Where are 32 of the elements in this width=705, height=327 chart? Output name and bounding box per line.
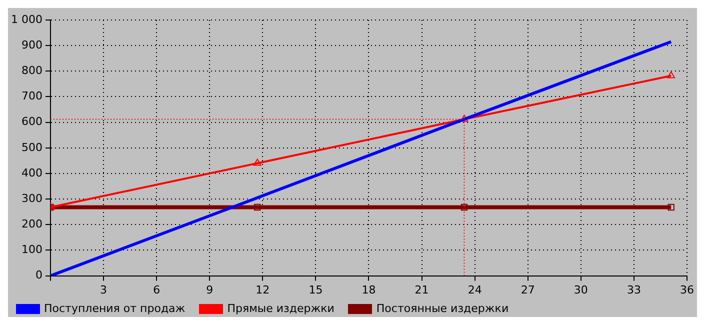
y-tick-label: 700	[21, 90, 42, 103]
point	[667, 71, 676, 78]
x-tick-label: 33	[626, 283, 641, 296]
x-tick-label: 15	[308, 283, 323, 296]
x-tick-label: 3	[100, 283, 108, 296]
point	[254, 204, 261, 211]
y-tick-label: 200	[21, 218, 42, 230]
y-tick-label: 600	[21, 115, 42, 128]
y-tick-label: 800	[21, 64, 42, 78]
y-tick-label: 100	[21, 243, 42, 256]
point	[668, 204, 674, 211]
point	[253, 158, 262, 166]
x-tick-label: 18	[362, 283, 376, 296]
x-tick-label: 12	[256, 283, 270, 296]
point	[460, 114, 468, 122]
x-tick-label: 6	[153, 283, 160, 296]
point	[460, 204, 468, 211]
y-tick-label: 0	[35, 268, 42, 282]
y-tick-label: 1 000	[10, 12, 42, 26]
legend-label: Прямые издержки	[227, 302, 334, 315]
x-tick-label: 36	[680, 283, 694, 296]
y-tick-label: 500	[21, 140, 42, 154]
legend-label: Постоянные издержки	[376, 302, 509, 315]
y-tick-label: 300	[21, 192, 42, 205]
y-tick-label: 900	[21, 38, 42, 52]
y-tick-label: 400	[21, 166, 42, 180]
x-tick-label: 27	[520, 283, 535, 296]
x-tick-label: 24	[468, 283, 482, 296]
legend-label: Поступления от продаж	[44, 302, 186, 315]
x-tick-label: 21	[414, 283, 429, 296]
x-tick-label: 30	[574, 283, 588, 296]
x-tick-label: 9	[206, 283, 214, 296]
